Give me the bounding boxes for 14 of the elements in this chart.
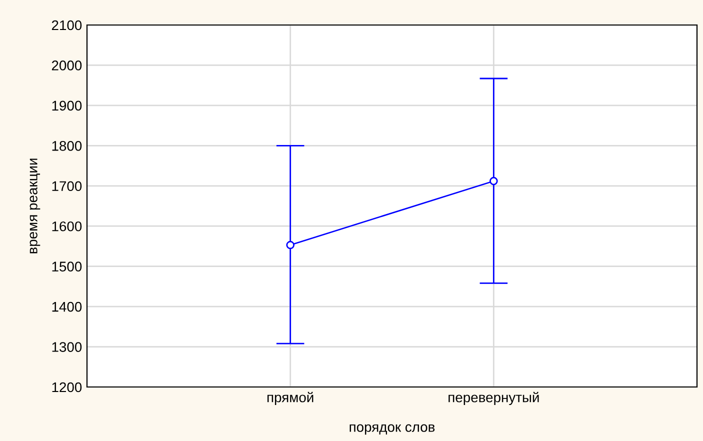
- y-tick-label: 1700: [52, 181, 82, 192]
- y-tick-label: 1800: [52, 141, 82, 151]
- y-tick-label: 1500: [52, 262, 82, 272]
- x-axis-title: порядок слов: [350, 424, 435, 435]
- y-tick-label: 1200: [52, 382, 82, 392]
- y-tick-label: 2100: [52, 20, 82, 30]
- x-tick-label: прямой: [267, 392, 314, 406]
- y-tick-label: 1900: [52, 100, 82, 111]
- x-tick-label: перевернутый: [448, 392, 539, 406]
- y-tick-label: 1400: [52, 302, 82, 312]
- y-tick-label: 1600: [52, 221, 82, 232]
- y-tick-label: 1300: [52, 342, 82, 352]
- y-tick-label: 2000: [52, 60, 82, 70]
- y-axis-title: время реакции: [30, 158, 40, 254]
